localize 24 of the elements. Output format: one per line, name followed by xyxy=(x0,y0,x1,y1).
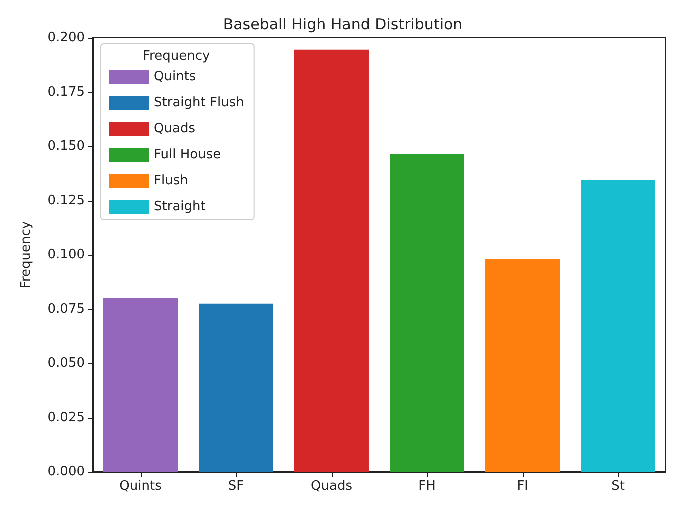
y-tick-label: 0.100 xyxy=(48,248,85,262)
legend-label: Straight xyxy=(154,200,206,214)
y-axis-title: Frequency xyxy=(19,221,34,289)
legend-label: Full House xyxy=(154,148,222,162)
y-tick-label: 0.075 xyxy=(48,302,85,317)
y-tick-label: 0.200 xyxy=(48,30,85,46)
x-tick-label: FH xyxy=(418,479,436,494)
chart-title: Baseball High Hand Distribution xyxy=(223,16,463,34)
x-tick-label: Quints xyxy=(120,479,162,494)
legend-title: Frequency xyxy=(143,49,210,64)
legend-label: Quints xyxy=(154,70,196,84)
legend-label: Quads xyxy=(154,122,196,136)
x-tick-label: SF xyxy=(228,479,244,494)
y-tick-label: 0.025 xyxy=(48,410,85,426)
y-tick-label: 0.150 xyxy=(48,139,85,154)
y-tick-label: 0.000 xyxy=(48,464,85,480)
y-tick-label: 0.175 xyxy=(48,84,85,100)
x-tick-label: Quads xyxy=(311,479,353,494)
legend-label: Straight Flush xyxy=(154,96,244,110)
y-tick-label: 0.050 xyxy=(48,356,85,371)
x-tick-label: St xyxy=(612,479,625,494)
y-tick-label: 0.125 xyxy=(48,193,85,208)
x-tick-label: Fl xyxy=(517,479,528,494)
legend-label: Flush xyxy=(154,174,188,188)
